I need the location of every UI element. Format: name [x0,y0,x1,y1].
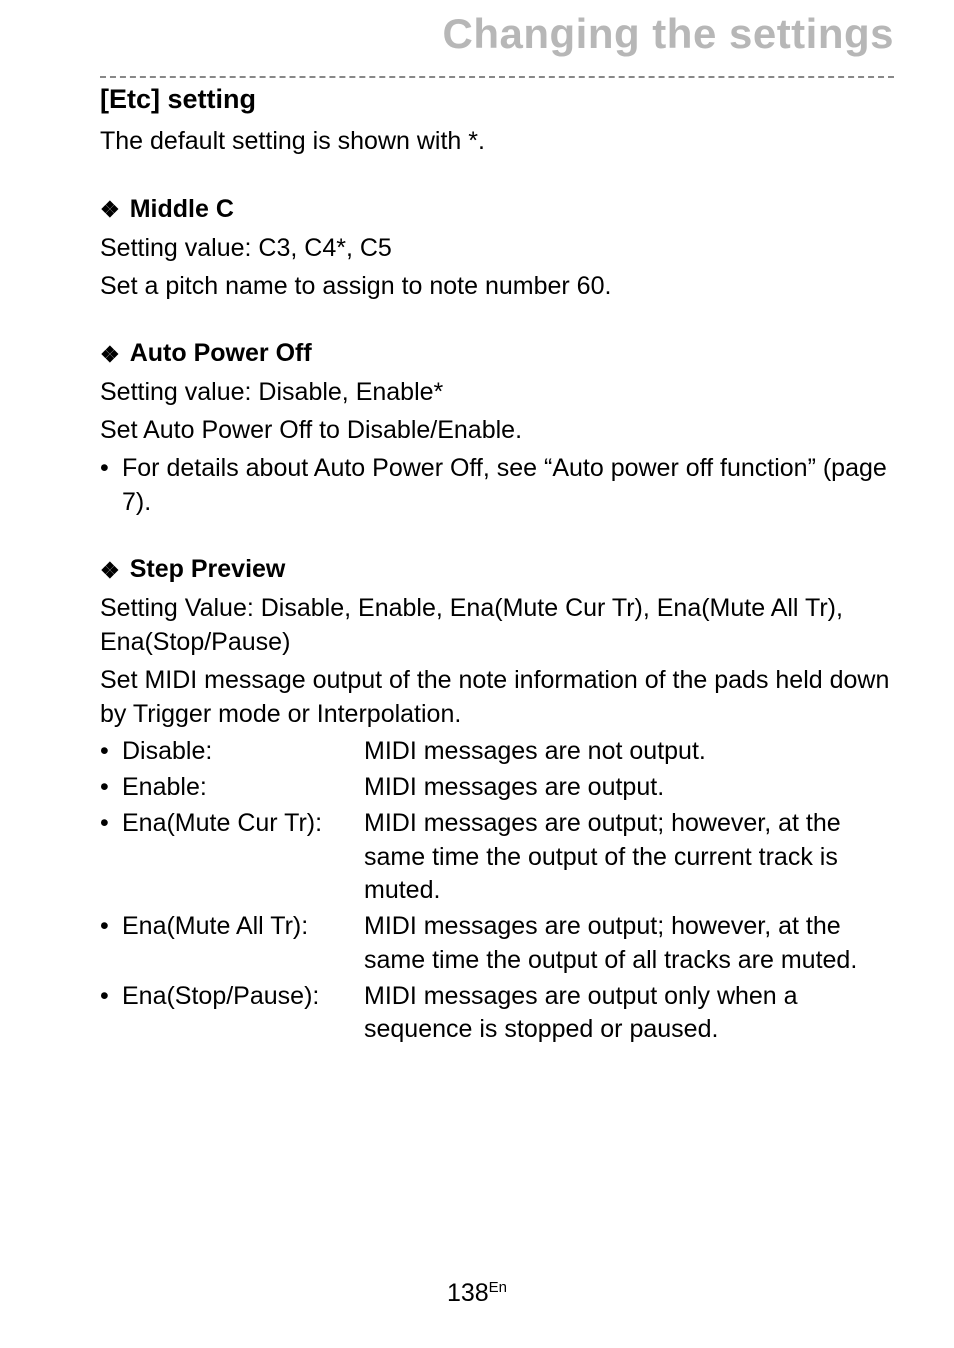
step-preview-description: Set MIDI message output of the note info… [100,664,894,732]
diamond-icon: ❖ [100,342,120,368]
list-item: Ena(Stop/Pause): MIDI messages are outpu… [100,980,894,1048]
option-desc: MIDI messages are output. [364,771,894,805]
auto-power-off-setting-value: Setting value: Disable, Enable* [100,376,894,410]
subheading-middle-c: ❖ Middle C [100,195,894,224]
page-container: Changing the settings [Etc] setting The … [0,0,954,1348]
list-item: Enable: MIDI messages are output. [100,771,894,805]
list-item: Ena(Mute Cur Tr): MIDI messages are outp… [100,807,894,908]
auto-power-off-notes: For details about Auto Power Off, see “A… [100,452,894,520]
list-item: Disable: MIDI messages are not output. [100,735,894,769]
subheading-auto-power-off-label: Auto Power Off [130,339,312,367]
subheading-auto-power-off: ❖ Auto Power Off [100,339,894,368]
step-preview-options: Disable: MIDI messages are not output. E… [100,735,894,1047]
auto-power-off-note-item: For details about Auto Power Off, see “A… [100,452,894,520]
list-item: Ena(Mute All Tr): MIDI messages are outp… [100,910,894,978]
option-desc: MIDI messages are not output. [364,735,894,769]
option-term: Ena(Mute Cur Tr): [122,807,364,908]
option-desc: MIDI messages are output only when a seq… [364,980,894,1048]
diamond-icon: ❖ [100,197,120,223]
section-heading-etc: [Etc] setting [100,84,894,115]
page-lang: En [489,1279,507,1296]
step-preview-setting-value: Setting Value: Disable, Enable, Ena(Mute… [100,592,894,660]
page-number: 138 [447,1279,489,1307]
option-desc: MIDI messages are output; however, at th… [364,910,894,978]
subheading-middle-c-label: Middle C [130,195,234,223]
page-footer: 138En [0,1279,954,1308]
subheading-step-preview: ❖ Step Preview [100,555,894,584]
option-term: Enable: [122,771,364,805]
option-desc: MIDI messages are output; however, at th… [364,807,894,908]
option-term: Ena(Mute All Tr): [122,910,364,978]
subheading-step-preview-label: Step Preview [130,555,286,583]
middle-c-setting-value: Setting value: C3, C4*, C5 [100,232,894,266]
intro-text: The default setting is shown with *. [100,125,894,159]
option-term: Disable: [122,735,364,769]
diamond-icon: ❖ [100,558,120,584]
auto-power-off-description: Set Auto Power Off to Disable/Enable. [100,414,894,448]
option-term: Ena(Stop/Pause): [122,980,364,1048]
divider-dashed [100,76,894,78]
chapter-title: Changing the settings [100,10,894,58]
middle-c-description: Set a pitch name to assign to note numbe… [100,270,894,304]
